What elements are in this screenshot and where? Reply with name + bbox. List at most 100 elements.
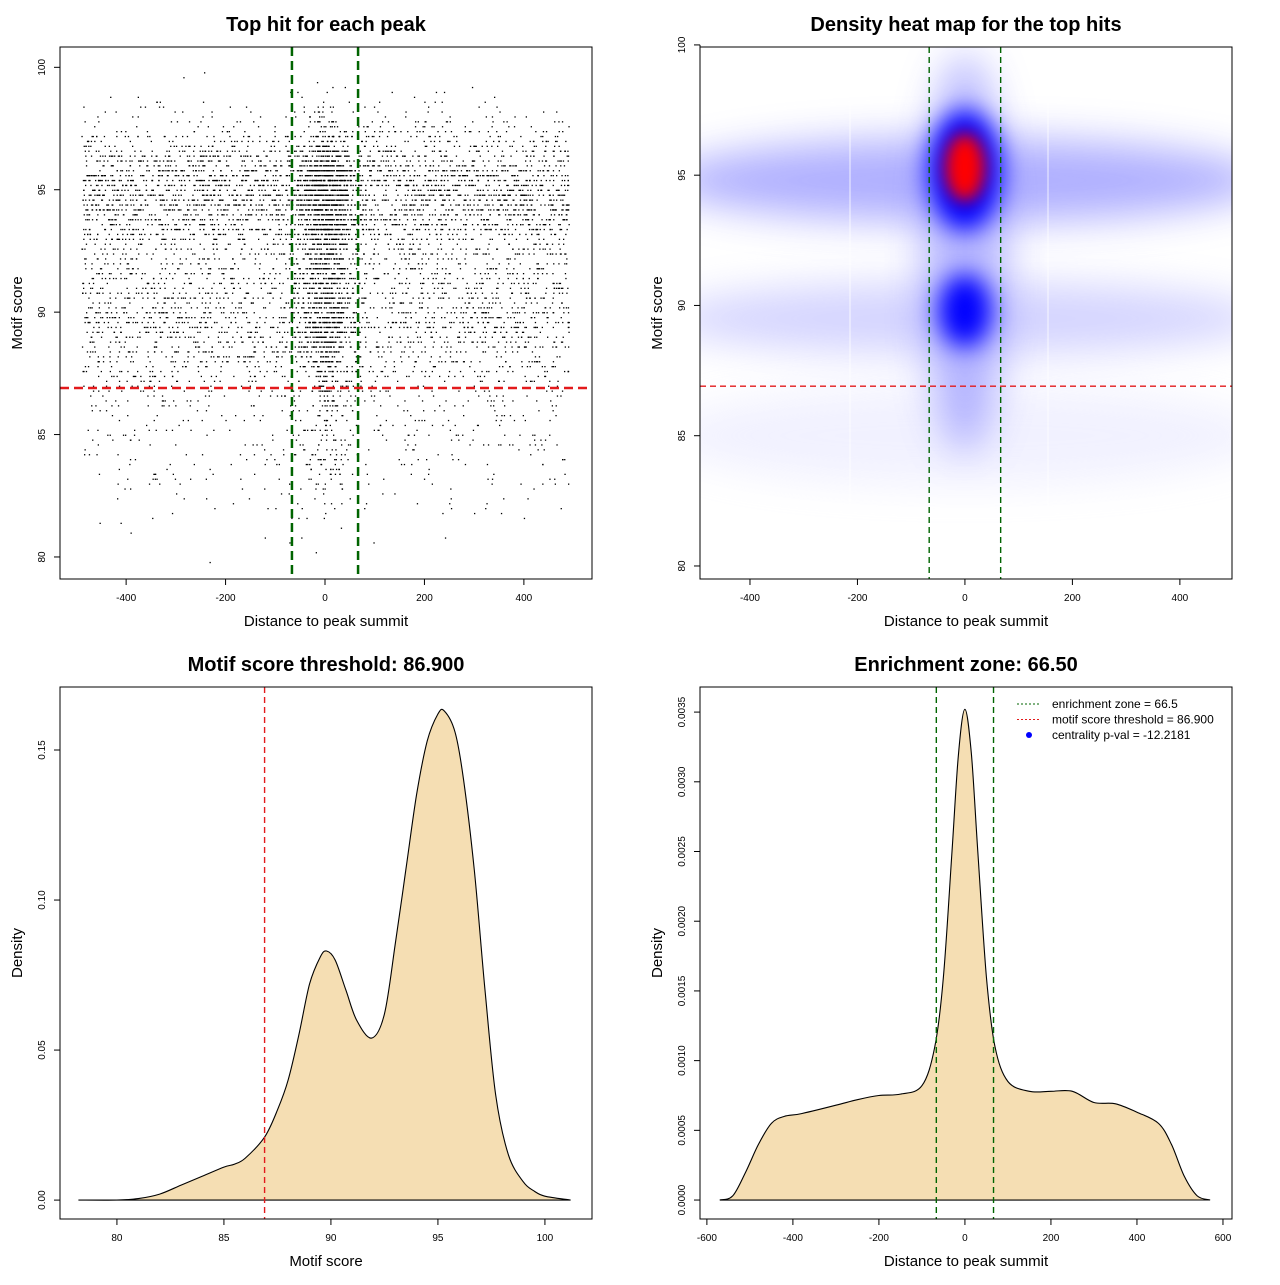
scatter-point	[337, 351, 339, 353]
scatter-point	[159, 101, 161, 103]
scatter-point	[96, 331, 98, 333]
scatter-point	[355, 184, 357, 187]
scatter-point	[325, 160, 327, 162]
scatter-point	[170, 243, 173, 245]
scatter-point	[307, 189, 309, 191]
scatter-point	[304, 336, 307, 338]
scatter-point	[323, 179, 325, 182]
scatter-point	[230, 463, 232, 466]
scatter-point	[458, 184, 460, 187]
scatter-point	[561, 292, 564, 294]
scatter-point	[84, 121, 86, 123]
scatter-point	[528, 228, 531, 231]
scatter-point	[428, 219, 430, 221]
scatter-point	[314, 302, 317, 304]
scatter-point	[138, 439, 140, 441]
scatter-point	[484, 312, 486, 314]
scatter-point	[115, 224, 117, 226]
scatter-point	[315, 184, 318, 187]
scatter-point	[246, 199, 248, 201]
scatter-point	[389, 170, 391, 172]
scatter-point	[421, 302, 423, 304]
scatter-point	[497, 165, 499, 167]
scatter-point	[305, 194, 308, 196]
scatter-point	[282, 204, 284, 206]
scatter-point	[108, 219, 111, 221]
scatter-point	[545, 292, 547, 294]
scatter-point	[517, 326, 520, 329]
scatter-point	[173, 145, 175, 147]
scatter-point	[249, 253, 251, 255]
scatter-point	[331, 297, 333, 299]
scatter-point	[164, 297, 167, 299]
scatter-point	[340, 527, 343, 529]
scatter-point	[334, 150, 336, 152]
scatter-point	[203, 224, 205, 226]
scatter-point	[117, 454, 119, 456]
scatter-point	[414, 199, 416, 201]
scatter-point	[554, 233, 556, 236]
scatter-point	[346, 449, 348, 451]
scatter-point	[101, 199, 103, 201]
scatter-point	[303, 131, 305, 133]
scatter-point	[541, 268, 543, 270]
scatter-point	[323, 160, 325, 162]
scatter-point	[98, 150, 100, 152]
scatter-point	[361, 199, 364, 201]
scatter-point	[100, 287, 102, 289]
scatter-point	[236, 140, 238, 143]
scatter-point	[563, 165, 566, 167]
scatter-point	[296, 263, 298, 265]
scatter-point	[293, 282, 295, 285]
scatter-point	[377, 111, 379, 113]
scatter-point	[337, 380, 339, 382]
scatter-point	[334, 341, 336, 343]
scatter-point	[203, 204, 206, 206]
scatter-point	[376, 317, 378, 319]
scatter-point	[142, 160, 144, 162]
scatter-point	[285, 302, 287, 304]
scatter-point	[332, 405, 334, 407]
scatter-point	[348, 238, 350, 240]
scatter-point	[533, 243, 535, 245]
scatter-point	[109, 356, 111, 358]
scatter-point	[183, 361, 186, 363]
scatter-point	[183, 390, 185, 392]
scatter-point	[183, 199, 185, 201]
scatter-point	[332, 297, 335, 299]
scatter-point	[405, 224, 407, 226]
scatter-point	[193, 273, 195, 275]
scatter-point	[229, 106, 231, 108]
scatter-point	[312, 238, 314, 240]
scatter-point	[500, 326, 502, 329]
scatter-point	[132, 361, 134, 363]
scatter-point	[404, 140, 406, 143]
scatter-point	[167, 297, 169, 299]
scatter-point	[355, 219, 357, 221]
scatter-point	[323, 375, 325, 378]
scatter-point	[301, 175, 303, 177]
scatter-point	[323, 287, 325, 289]
scatter-point	[423, 140, 425, 143]
scatter-point	[161, 170, 164, 172]
scatter-point	[99, 522, 101, 524]
scatter-point	[305, 189, 307, 191]
scatter-point	[178, 179, 181, 182]
scatter-point	[185, 312, 187, 314]
scatter-point	[518, 282, 520, 285]
scatter-point	[305, 312, 307, 314]
scatter-point	[317, 165, 319, 167]
scatter-point	[131, 179, 133, 182]
scatter-point	[561, 287, 563, 289]
scatter-point	[359, 204, 361, 206]
scatter-point	[365, 204, 367, 206]
scatter-point	[334, 473, 337, 475]
scatter-point	[519, 263, 521, 265]
scatter-point	[253, 454, 256, 456]
scatter-point	[317, 326, 319, 329]
scatter-point	[374, 219, 376, 221]
scatter-point	[461, 297, 464, 299]
scatter-point	[246, 194, 249, 196]
scatter-point	[486, 219, 488, 221]
scatter-point	[311, 165, 313, 167]
